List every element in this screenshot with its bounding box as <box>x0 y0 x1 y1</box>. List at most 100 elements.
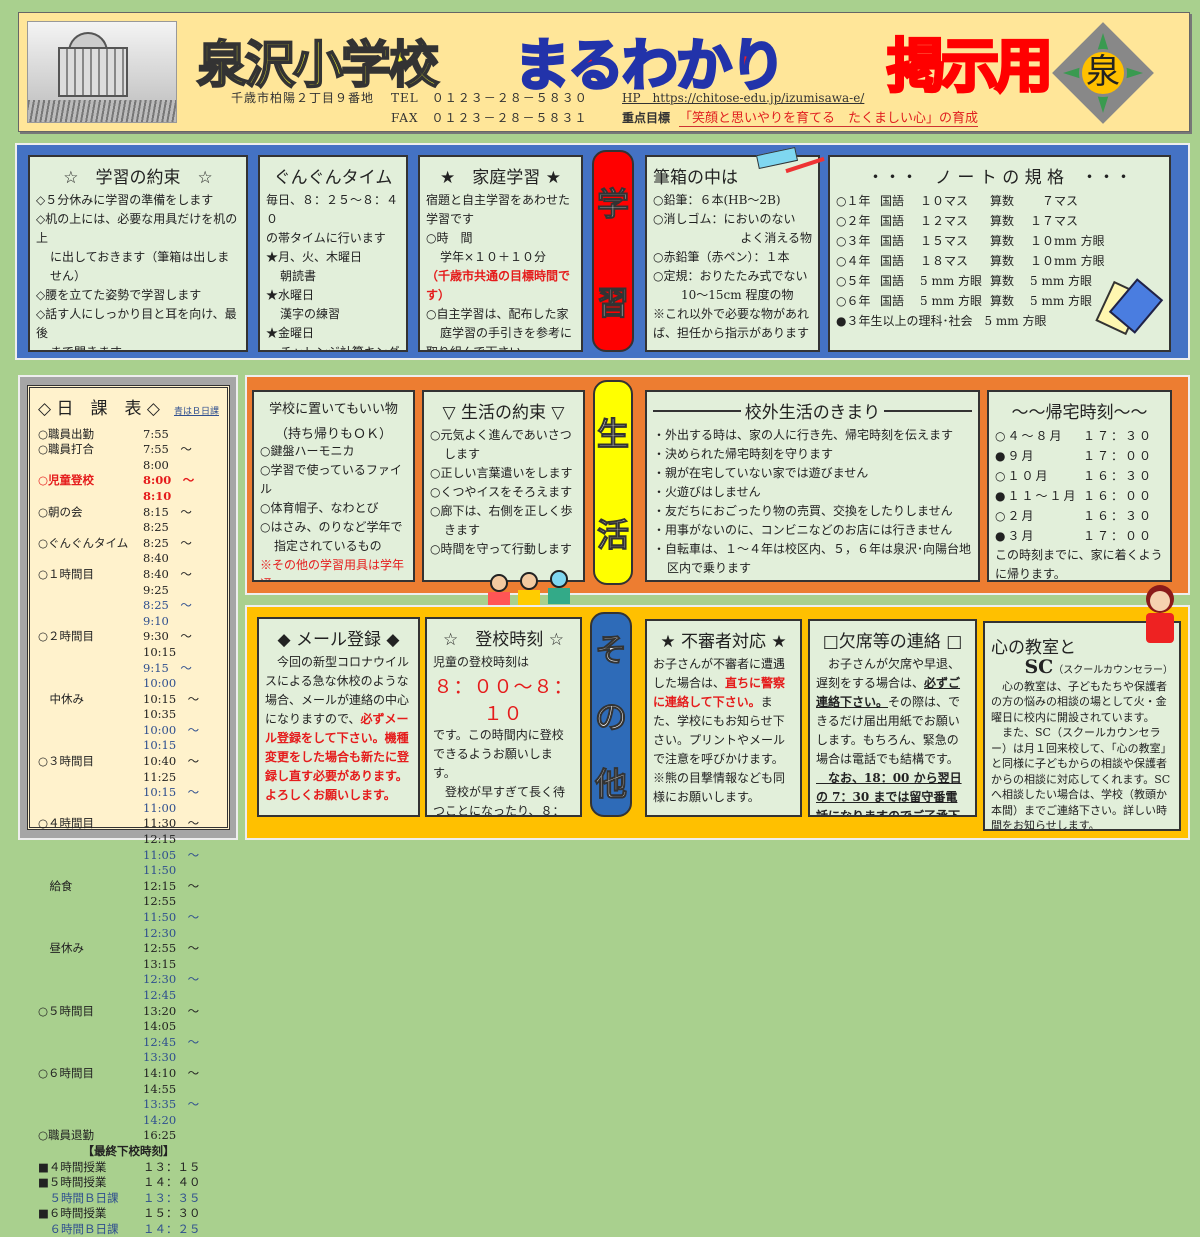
section-seikatsu: 学校に置いてもいい物 （持ち帰りもＯＫ） ○鍵盤ハーモニカ ○学習で使っているファ… <box>245 375 1190 595</box>
schedule-time: 8:40 ～ 9:25 <box>143 566 204 597</box>
schedule-label: ○職員打合 <box>38 442 95 457</box>
schedule-label <box>38 848 143 879</box>
kitaku-month: ●９月 <box>995 449 1036 463</box>
list-line: ★水曜日 <box>266 288 315 302</box>
children-illustration <box>480 570 590 610</box>
list-line: ◇腰を立てた姿勢で学習します <box>36 288 202 302</box>
schedule-time: 16:25 <box>143 1128 177 1143</box>
box-title: 校外生活のきまり <box>744 403 881 423</box>
notebook-icon <box>1095 278 1164 336</box>
box-kitaku-jikoku: ～～帰宅時刻～～ ○４～８月 １７：３０ ●９月 １７：００ ○１０月 １６：３０ ●１１～… <box>987 390 1172 582</box>
schedule-time: 7:55 ～ 8:00 <box>143 442 204 472</box>
list-line: ○自主学習は、配布した家 <box>426 307 569 321</box>
list-line: ○時間を守って行動します <box>430 542 572 556</box>
note-cell: 国語 <box>880 254 905 268</box>
note-cell: １０mm 方眼 <box>1030 234 1105 248</box>
school-building-image <box>27 21 177 123</box>
mail-warning: 必ずメール登録をして下さい。機種変更をした場合も新たに登録し直す必要があります。… <box>265 712 410 802</box>
note-cell: ○２年 <box>836 214 871 228</box>
schedule-row: 10:15 ～11:00 <box>38 785 219 816</box>
list-line: 区内で乗ります <box>667 561 752 575</box>
fushinsha-text: お子さんが不審者に遭遇した場合は、 <box>653 657 786 690</box>
schedule-label <box>38 910 143 941</box>
box-title: ・・・ ノ ー ト の 規 格 ・・・ <box>866 168 1133 188</box>
schedule-label: ■４時間授業 <box>38 1159 107 1174</box>
box-gakushu-yakusoku: ☆ 学習の約束 ☆ ◇５分休みに学習の準備をします ◇机の上には、必要な用具だけを… <box>28 155 248 352</box>
schedule-time: 8:25 ～ 8:40 <box>143 535 204 566</box>
schedule-label: ○ぐんぐんタイム <box>38 535 129 550</box>
note-cell: 国語 <box>880 194 905 208</box>
list-line: ・自転車は、１～４年は校区内、５，６年は泉沢･向陽台地 <box>653 542 972 556</box>
schedule-label <box>38 661 143 692</box>
homepage-link[interactable]: HP https://chitose-edu.jp/izumisawa-e/ <box>622 91 865 105</box>
box-title: ぐんぐんタイム <box>273 168 393 188</box>
note-cell: ○１年 <box>836 194 871 208</box>
kitaku-month: ○１０月 <box>995 469 1050 483</box>
box-title: 学校に置いてもいい物 <box>269 402 398 417</box>
note-cell: 算数 <box>990 194 1015 208</box>
note-cell: 算数 <box>990 214 1015 228</box>
note-cell: 算数 <box>990 294 1015 308</box>
box-kesseki-renraku: □欠席等の連絡 □ お子さんが欠席や早退、遅刻をする場合は、必ずご連絡下さい。そ… <box>808 619 977 817</box>
list-line: ・ゲームセンターや映画館などは保護者と行きます など <box>653 578 972 580</box>
list-line: ◇机の上には、必要な用具だけを机の上 <box>36 212 238 245</box>
list-line: ・用事がないのに、コンビニなどのお店には行きません <box>653 523 953 537</box>
schedule-time: 13:35 ～14:20 <box>143 1097 200 1127</box>
note-cell: 算数 <box>990 254 1015 268</box>
note-cell: 国語 <box>880 294 905 308</box>
schedule-label: ■６時間授業 <box>38 1206 107 1221</box>
list-line: の帯タイムに行います <box>266 231 386 245</box>
schedule-row: ○朝の会 8:15 ～ 8:25 <box>38 505 219 536</box>
list-line: ・親が在宅していない家では遊びません <box>653 466 869 480</box>
note-cell: １８マス <box>920 254 969 268</box>
list-line: ・火遊びはしません <box>653 485 761 499</box>
schedule-time: 12:55 ～13:15 <box>143 941 200 971</box>
list-line: ○定規：おりたたみ式でない <box>653 269 808 283</box>
note-cell: 5 mm 方眼 <box>1030 274 1093 288</box>
box-mail-touroku: ◆ メール登録 ◆ 今回の新型コロナウイルスによる急な休校のような場合、メールが… <box>257 617 420 817</box>
kitaku-month: ○２月 <box>995 509 1036 523</box>
schedule-label: ○２時間目 <box>38 629 95 644</box>
schedule-row: ○５時間目 13:20 ～14:05 <box>38 1004 219 1035</box>
mail-text: 今回の新型コロナウイルスによる急な休校のような場合、メールが連絡の中心になります… <box>265 655 410 726</box>
list-line: チャレンジ計算キング <box>280 345 400 352</box>
list-line: ※その他の学習用具は学年通 <box>260 558 405 580</box>
schedule-row: ■５時間授業 １４：４０ <box>38 1175 219 1191</box>
schedule-table: ◇ 日 課 表 ◇ 青はＢ日課 ○職員出勤 7:55 ○職員打合 7:55 ～ 8:0… <box>27 385 230 1236</box>
kitaku-time: １７：３０ <box>1083 429 1154 443</box>
schedule-label: 給食 <box>38 878 73 893</box>
kesseki-note: なお、18：00 から翌日の 7：30 までは留守番電話になりますのでご了承下さ… <box>816 771 962 817</box>
address: 千歳市柏陽２丁目９番地 <box>231 91 375 105</box>
schedule-row: 11:50 ～12:30 <box>38 910 219 941</box>
list-line: きます <box>444 523 481 537</box>
note-cell: ○５年 <box>836 274 871 288</box>
note-cell: 5 mm 方眼 <box>920 274 983 288</box>
schedule-time: 7:55 <box>143 426 169 441</box>
schedule-label <box>38 1035 143 1066</box>
schedule-row: ○ぐんぐんタイム 8:25 ～ 8:40 <box>38 536 219 567</box>
kitaku-time: １６：００ <box>1083 489 1154 503</box>
schedule-label: ６時間Ｂ日課 <box>38 1221 119 1236</box>
box-title: ～～帰宅時刻～～ <box>1011 403 1148 423</box>
list-line: ○鉛筆：６本(HB～2B) <box>653 193 781 207</box>
schedule-row: ○４時間目 11:30 ～12:15 <box>38 816 219 847</box>
schedule-label: ○職員退勤 <box>38 1128 95 1143</box>
toko-time: ８：００～８：１０ <box>433 676 574 725</box>
list-line: ・外出する時は、家の人に行き先、帰宅時刻を伝えます <box>653 428 954 442</box>
title-tag: 掲示用 <box>885 31 1054 102</box>
schedule-label <box>38 972 143 1003</box>
list-line: ○体育帽子、なわとび <box>260 501 379 515</box>
box-oitemoii: 学校に置いてもいい物 （持ち帰りもＯＫ） ○鍵盤ハーモニカ ○学習で使っているファ… <box>252 390 415 582</box>
fushinsha-note: ※熊の目撃情報なども同様にお願いします。 <box>653 771 786 804</box>
schedule-row: 11:05 ～11:50 <box>38 848 219 879</box>
schedule-row: ○１時間目 8:40 ～ 9:25 <box>38 567 219 598</box>
box-note-kikaku: ・・・ ノ ー ト の 規 格 ・・・ ○１年 国語 １０マス 算数 ７マス ○２年 国語… <box>828 155 1171 352</box>
schedule-label: ○職員出勤 <box>38 426 95 441</box>
schedule-time: 11:05 ～11:50 <box>143 847 200 878</box>
section-sonota: ◆ メール登録 ◆ 今回の新型コロナウイルスによる急な休校のような場合、メールが… <box>245 605 1190 840</box>
box-katei-gakushu: ★ 家庭学習 ★ 宿題と自主学習をあわせた 学習です ○時 間学年×１０＋１０分 （千… <box>418 155 583 352</box>
schedule-label: ○３時間目 <box>38 754 95 769</box>
schedule-row: 10:00 ～10:15 <box>38 723 219 754</box>
schedule-row: ■６時間授業 １５：３０ <box>38 1206 219 1222</box>
note-table: ○１年 国語 １０マス 算数 ７マス ○２年 国語 １２マス 算数 １７マス ○３年 国語 １５マス算… <box>836 191 1163 311</box>
